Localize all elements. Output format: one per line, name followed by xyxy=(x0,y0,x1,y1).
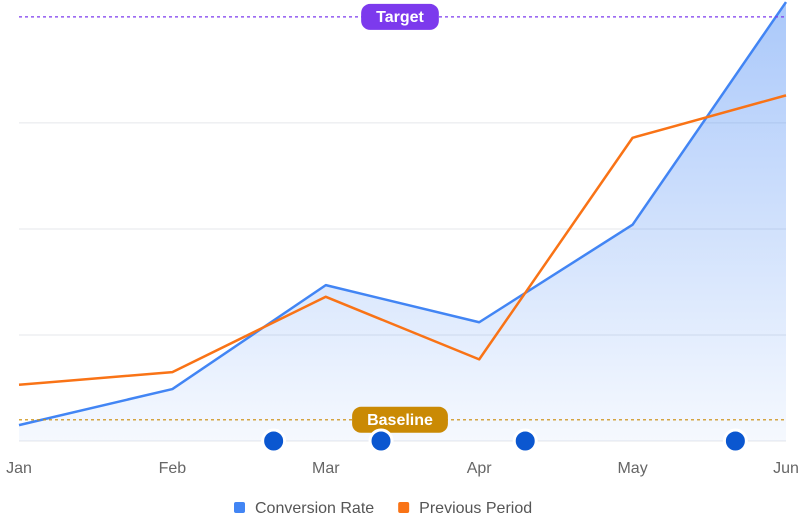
x-tick-label: Mar xyxy=(312,460,340,477)
event-marker xyxy=(261,428,287,454)
annotation-badge: Target xyxy=(361,3,439,30)
annotation-label: Target xyxy=(376,9,424,26)
line xyxy=(18,1,788,427)
badge-bg xyxy=(361,3,439,30)
event-marker xyxy=(722,428,748,454)
event-marker xyxy=(512,428,538,454)
x-tick-label: May xyxy=(617,460,647,477)
event-marker xyxy=(368,428,394,454)
legend-swatch xyxy=(234,502,245,513)
legend-label: Previous Period xyxy=(419,500,532,517)
x-tick-label: Feb xyxy=(159,460,187,477)
area xyxy=(19,2,786,441)
line xyxy=(18,94,787,387)
x-tick-label: Apr xyxy=(467,460,493,477)
x-tick-label: Jun xyxy=(773,460,799,477)
x-tick-label: Jan xyxy=(6,460,32,477)
badge-bg xyxy=(352,406,448,433)
legend-swatch xyxy=(398,502,410,513)
annotation-label: Baseline xyxy=(367,412,433,429)
legend-label: Conversion Rate xyxy=(255,500,374,517)
annotation-badge: Baseline xyxy=(352,406,448,433)
